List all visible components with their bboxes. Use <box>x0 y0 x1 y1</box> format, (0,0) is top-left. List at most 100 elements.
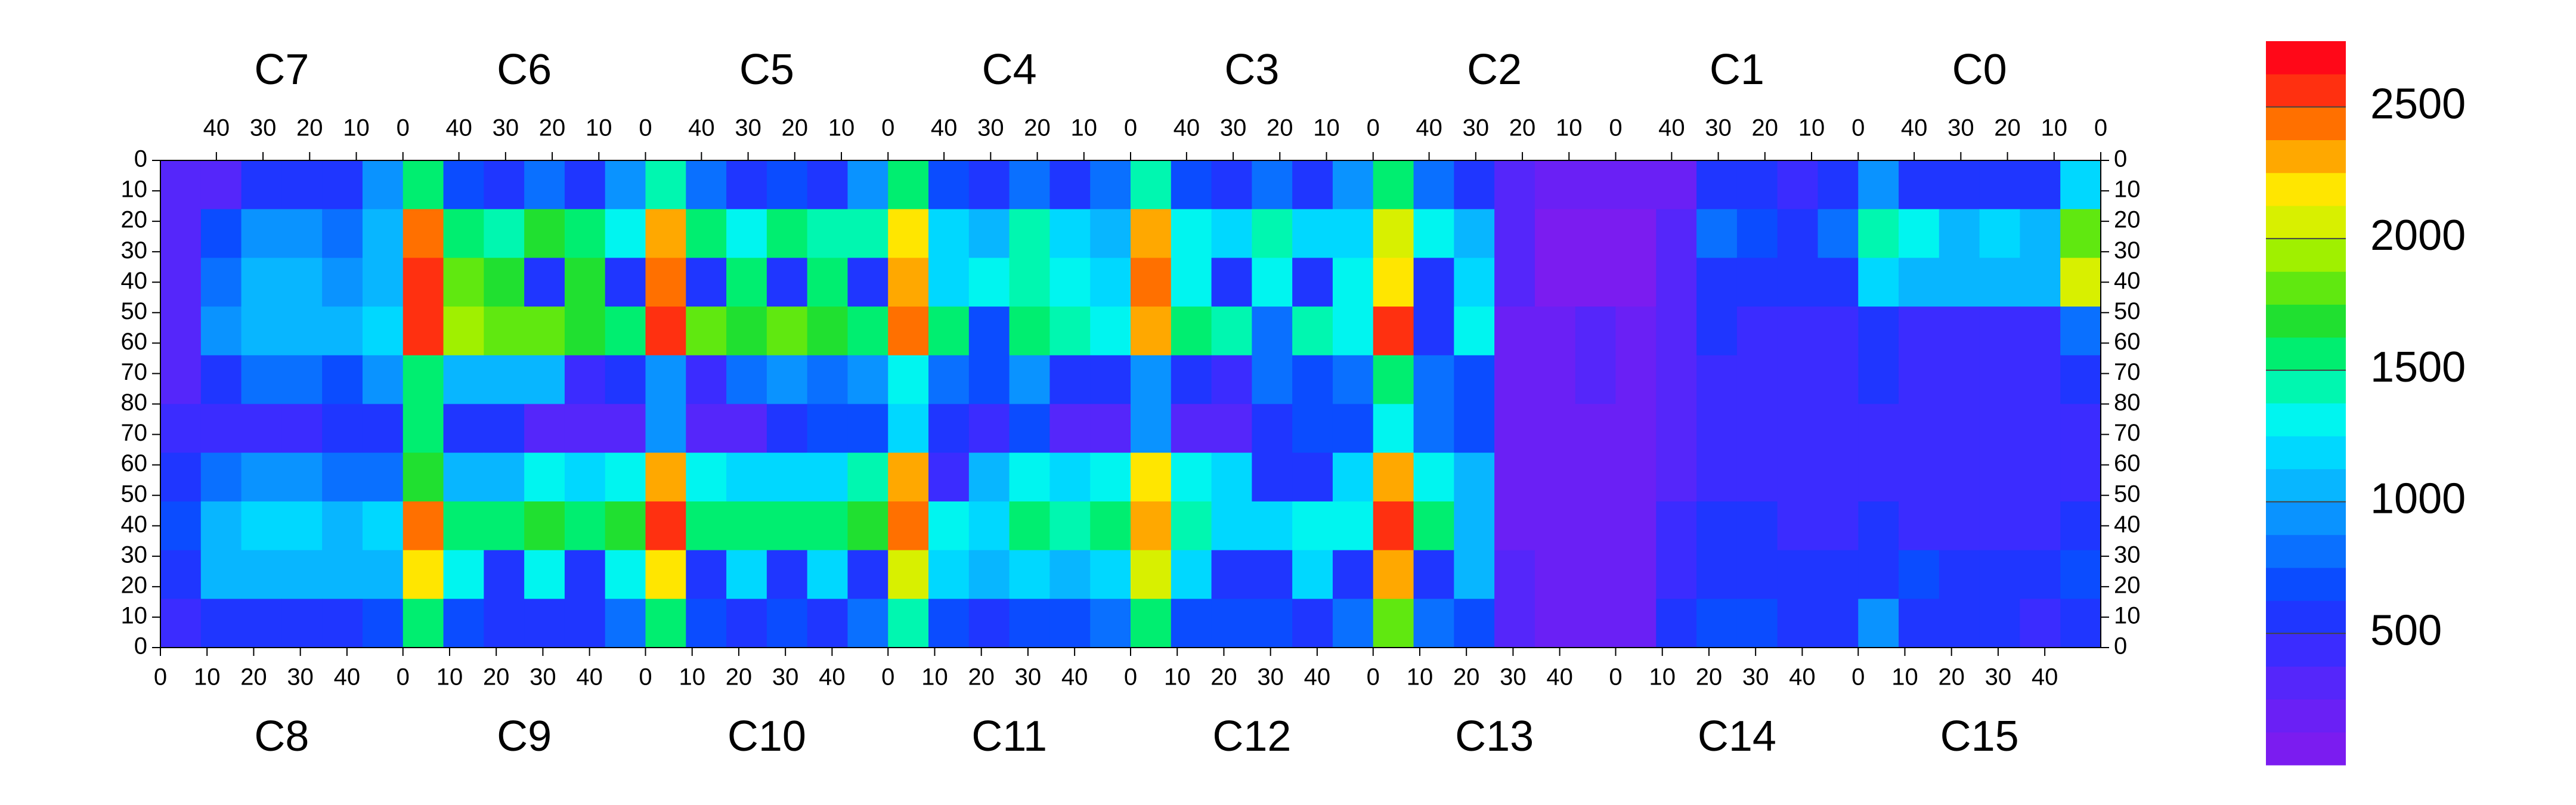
heat-cell <box>200 160 242 210</box>
heat-cell <box>1575 355 1616 404</box>
heat-cell <box>1777 160 1818 210</box>
heat-cell <box>1899 209 1940 258</box>
heat-cell <box>2020 306 2061 356</box>
y2-tick-label: 40 <box>2114 511 2141 537</box>
heat-cell <box>1656 355 1697 404</box>
heat-cell <box>1979 355 2020 404</box>
heat-cell <box>1171 501 1212 551</box>
heat-cell <box>645 160 686 210</box>
heat-cell <box>281 355 323 404</box>
heat-cell <box>484 160 525 210</box>
heat-cell <box>1049 209 1091 258</box>
heat-cell <box>443 306 484 356</box>
heat-cell <box>1131 355 1172 404</box>
heat-cell <box>605 306 646 356</box>
heat-cell <box>281 306 323 356</box>
heat-cell <box>322 501 363 551</box>
heat-cell <box>766 306 808 356</box>
heat-cell <box>1090 209 1131 258</box>
heat-cell <box>1171 550 1212 599</box>
heat-cell <box>1252 501 1293 551</box>
heat-cell <box>1292 258 1333 307</box>
heat-cell <box>1373 599 1414 648</box>
heat-cell <box>1858 599 1899 648</box>
heat-cell <box>2020 453 2061 502</box>
heat-cell <box>322 453 363 502</box>
heat-cell <box>2020 355 2061 404</box>
x2-tick-label: 0 <box>881 115 894 141</box>
heat-cell <box>605 453 646 502</box>
heat-cell <box>1332 209 1374 258</box>
y2-tick-label: 20 <box>2114 207 2141 233</box>
chip-label: C11 <box>971 713 1047 760</box>
heat-cell <box>968 258 1010 307</box>
heat-cell <box>1939 258 1980 307</box>
x-tick-label: 10 <box>1891 664 1918 691</box>
heat-cell <box>1171 306 1212 356</box>
heat-cell <box>928 258 970 307</box>
heat-cell <box>1858 404 1899 453</box>
x-tick-label: 10 <box>436 664 463 691</box>
heat-cell <box>402 355 444 404</box>
heat-cell <box>524 209 565 258</box>
heat-cell <box>1979 453 2020 502</box>
colorbar-label: 1000 <box>2370 475 2466 523</box>
chip-label: C1 <box>1710 46 1764 94</box>
heat-cell <box>1332 550 1374 599</box>
heat-cell <box>1777 404 1818 453</box>
heat-cell <box>928 550 970 599</box>
heat-cell <box>1939 599 1980 648</box>
heat-cell <box>968 550 1010 599</box>
heat-cell <box>1049 550 1091 599</box>
heat-cell <box>807 209 848 258</box>
colorbar-band <box>2266 304 2346 338</box>
colorbar-band <box>2266 107 2346 141</box>
heat-cell <box>1534 306 1576 356</box>
heat-cell <box>968 306 1010 356</box>
heat-cell <box>362 550 404 599</box>
heat-cell <box>322 599 363 648</box>
heat-cell <box>1332 501 1374 551</box>
heat-cell <box>888 501 929 551</box>
heat-cell <box>1292 404 1333 453</box>
heat-cell <box>200 501 242 551</box>
heat-cell <box>1494 355 1535 404</box>
colorbar-band <box>2266 501 2346 535</box>
heat-cell <box>1413 501 1454 551</box>
heat-cell <box>564 258 606 307</box>
heat-cell <box>1858 258 1899 307</box>
y2-tick-label: 60 <box>2114 329 2141 355</box>
heat-cell <box>605 550 646 599</box>
heat-cell <box>484 599 525 648</box>
heat-cell <box>1656 404 1697 453</box>
heat-cell <box>1009 258 1050 307</box>
heat-cell <box>1332 258 1374 307</box>
heat-cell <box>1696 355 1738 404</box>
colorbar-band <box>2266 370 2346 404</box>
heat-cell <box>1373 160 1414 210</box>
colorbar-band <box>2266 469 2346 503</box>
heat-cell <box>281 258 323 307</box>
heat-cell <box>968 160 1010 210</box>
heat-cell <box>160 160 202 210</box>
heat-cell <box>443 501 484 551</box>
x-tick-label: 40 <box>2032 664 2058 691</box>
heat-cell <box>645 550 686 599</box>
colorbar-band <box>2266 172 2346 206</box>
x2-tick-label: 10 <box>2041 115 2068 141</box>
heat-cell <box>1494 501 1535 551</box>
heat-cell <box>1090 550 1131 599</box>
heat-cell <box>1171 209 1212 258</box>
colorbar-band <box>2266 436 2346 469</box>
heat-cell <box>1252 306 1293 356</box>
heat-cell <box>322 258 363 307</box>
heat-cell <box>1736 209 1778 258</box>
x2-tick-label: 40 <box>445 115 472 141</box>
x2-tick-label: 20 <box>782 115 809 141</box>
heat-cell <box>1454 599 1495 648</box>
heat-cell <box>1615 453 1657 502</box>
heat-cell <box>1292 306 1333 356</box>
colorbar-band <box>2266 41 2346 75</box>
heat-cell <box>484 453 525 502</box>
heat-cell <box>443 160 484 210</box>
